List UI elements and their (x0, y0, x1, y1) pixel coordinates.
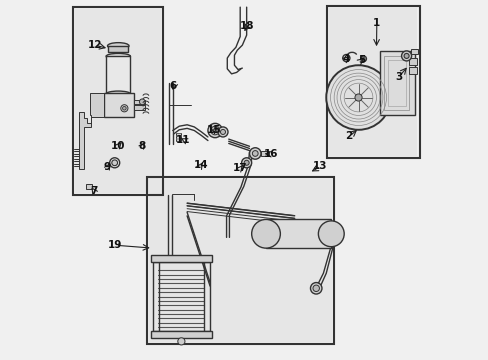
Text: 3: 3 (394, 72, 402, 82)
Circle shape (312, 285, 319, 292)
Circle shape (241, 158, 251, 168)
Text: 13: 13 (313, 161, 327, 171)
Bar (106, 56, 130, 94)
Circle shape (178, 338, 184, 345)
Bar (175, 133, 181, 141)
Circle shape (207, 123, 222, 138)
Text: 17: 17 (232, 163, 247, 173)
Circle shape (354, 94, 362, 101)
Circle shape (210, 126, 219, 135)
Circle shape (139, 99, 145, 105)
Bar (261, 151, 268, 156)
Circle shape (249, 148, 261, 159)
Text: 8: 8 (139, 140, 145, 150)
Bar (384, 56, 408, 110)
Text: 7: 7 (90, 186, 98, 197)
Text: 2: 2 (345, 131, 352, 141)
Circle shape (220, 130, 225, 134)
Text: 15: 15 (206, 125, 221, 135)
Bar (108, 46, 128, 51)
Text: 6: 6 (169, 81, 177, 91)
Circle shape (360, 56, 366, 62)
Circle shape (401, 51, 411, 61)
Circle shape (318, 221, 344, 247)
Bar (151, 255, 211, 262)
Bar (149, 179, 331, 342)
Text: 10: 10 (111, 140, 125, 150)
Polygon shape (79, 93, 104, 169)
Text: 14: 14 (193, 160, 207, 170)
Text: 4: 4 (342, 54, 349, 64)
Text: 5: 5 (358, 54, 365, 64)
Bar (73, 7, 163, 195)
Circle shape (251, 220, 280, 248)
Text: 11: 11 (176, 135, 190, 145)
Bar (408, 67, 416, 74)
Circle shape (403, 53, 408, 58)
Bar (389, 93, 394, 102)
Circle shape (325, 65, 390, 130)
Circle shape (112, 160, 117, 166)
Bar (387, 60, 405, 107)
Ellipse shape (106, 53, 130, 59)
Text: 16: 16 (263, 149, 278, 159)
Bar (147, 177, 333, 344)
Circle shape (310, 283, 321, 294)
Ellipse shape (106, 91, 130, 97)
Circle shape (252, 150, 258, 156)
Text: 12: 12 (87, 40, 102, 50)
Bar (265, 220, 330, 248)
Bar (104, 93, 134, 117)
Bar (151, 331, 211, 338)
Circle shape (244, 160, 249, 165)
Bar (408, 58, 416, 65)
Bar (86, 184, 92, 189)
Bar (134, 105, 144, 110)
Text: 1: 1 (372, 18, 379, 28)
Text: 19: 19 (108, 240, 122, 250)
Bar (152, 262, 210, 331)
Circle shape (122, 107, 126, 110)
Text: 18: 18 (240, 21, 254, 31)
Circle shape (121, 105, 128, 112)
Ellipse shape (107, 42, 129, 49)
Bar (379, 51, 414, 116)
Circle shape (213, 129, 217, 132)
Bar (75, 9, 160, 193)
Circle shape (218, 127, 227, 137)
Bar (328, 8, 416, 156)
Bar (410, 49, 417, 54)
Bar (134, 100, 144, 104)
Text: 9: 9 (104, 162, 111, 172)
Bar (326, 6, 419, 158)
